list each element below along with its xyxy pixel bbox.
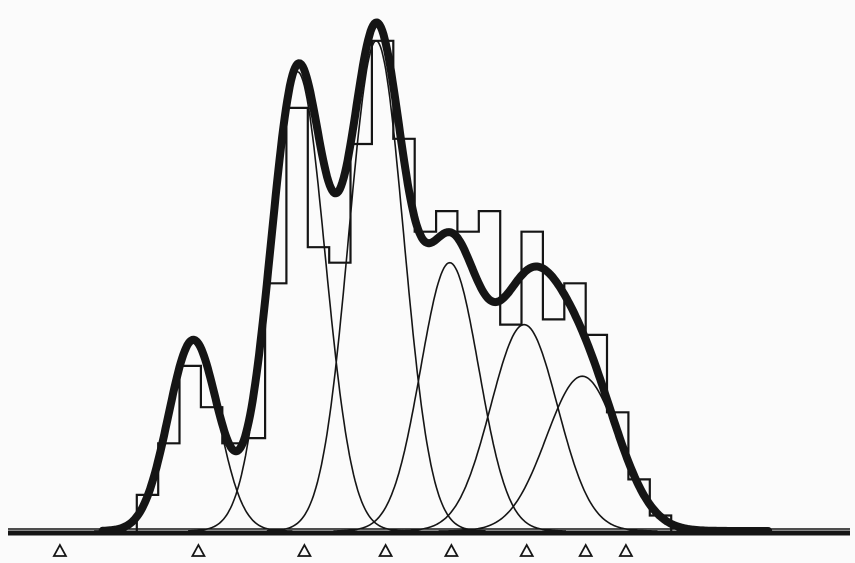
- peak-marker-triangle: [443, 543, 459, 557]
- histogram-bar: [436, 211, 457, 531]
- total-fit-curve: [98, 18, 773, 535]
- component-curve: [333, 261, 566, 532]
- histogram-outline: [135, 39, 673, 531]
- peak-marker-triangle: [519, 543, 535, 557]
- component-curve: [188, 70, 407, 532]
- component-curve: [94, 339, 293, 532]
- histogram-bar: [180, 366, 201, 531]
- peak-markers: [52, 543, 634, 557]
- histogram-bar: [479, 211, 500, 531]
- peak-marker-triangle: [578, 543, 594, 557]
- peak-marker-triangle: [296, 543, 312, 557]
- histogram-bar: [265, 283, 286, 531]
- peak-marker-triangle: [378, 543, 394, 557]
- component-curve: [266, 39, 486, 532]
- component-curves: [94, 39, 726, 532]
- peak-marker-triangle: [52, 543, 68, 557]
- histogram-bar: [372, 41, 393, 531]
- component-curve: [390, 323, 658, 532]
- histogram-bar: [543, 319, 564, 531]
- component-curve: [438, 375, 726, 532]
- peak-marker-triangle: [190, 543, 206, 557]
- histogram-bar: [286, 108, 307, 531]
- peak-marker-triangle: [618, 543, 634, 557]
- baseline: [8, 528, 850, 536]
- histogram-bar: [308, 247, 329, 531]
- total-fit: [98, 18, 773, 535]
- histogram: [135, 39, 673, 531]
